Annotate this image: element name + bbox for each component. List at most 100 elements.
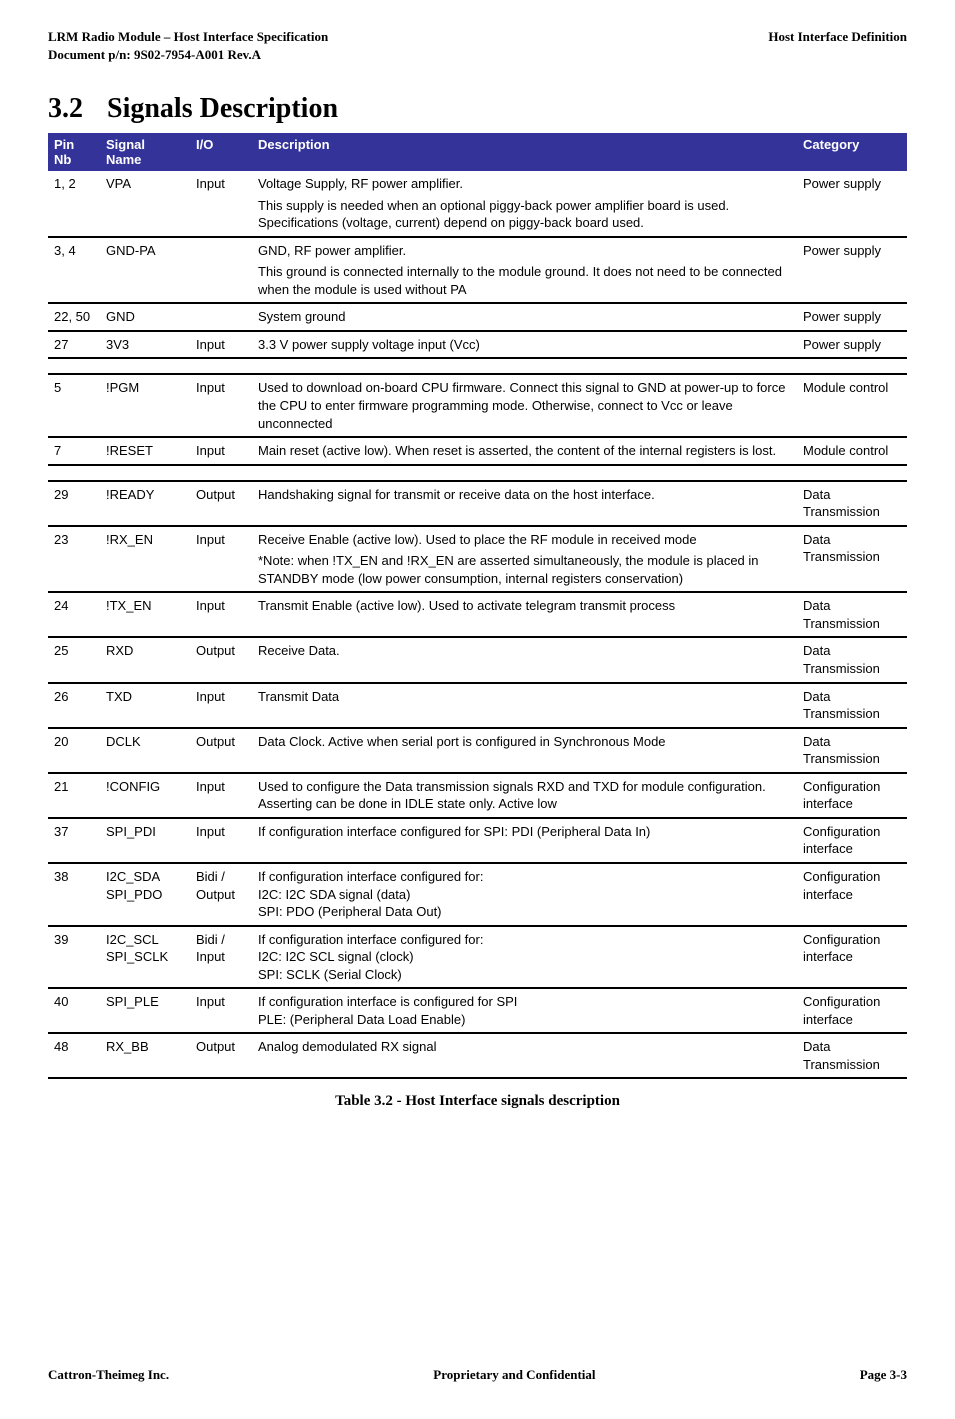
table-spacer-row (48, 465, 907, 481)
cell-name: GND-PA (100, 237, 190, 304)
footer-right: Page 3-3 (860, 1367, 907, 1383)
footer-left: Cattron-Theimeg Inc. (48, 1367, 169, 1383)
header-right: Host Interface Definition (768, 28, 907, 63)
cell-desc: Voltage Supply, RF power amplifier.This … (252, 171, 797, 237)
th-desc: Description (252, 133, 797, 171)
cell-io: Input (190, 773, 252, 818)
table-row: 38I2C_SDA SPI_PDOBidi / OutputIf configu… (48, 863, 907, 926)
cell-pin: 1, 2 (48, 171, 100, 237)
desc-paragraph: Voltage Supply, RF power amplifier. (258, 175, 791, 193)
desc-paragraph: Transmit Enable (active low). Used to ac… (258, 597, 791, 615)
cell-pin: 25 (48, 637, 100, 682)
desc-paragraph: Transmit Data (258, 688, 791, 706)
cell-cat: Data Transmission (797, 683, 907, 728)
cell-desc: If configuration interface configured fo… (252, 926, 797, 989)
cell-cat: Power supply (797, 331, 907, 359)
desc-paragraph: If configuration interface configured fo… (258, 931, 791, 984)
cell-name: SPI_PLE (100, 988, 190, 1033)
cell-io (190, 303, 252, 331)
cell-io: Bidi / Input (190, 926, 252, 989)
section-number: 3.2 (48, 93, 83, 125)
spacer-cell (48, 465, 907, 481)
desc-paragraph: Used to configure the Data transmission … (258, 778, 791, 813)
cell-io: Output (190, 1033, 252, 1078)
desc-paragraph: 3.3 V power supply voltage input (Vcc) (258, 336, 791, 354)
cell-io: Input (190, 683, 252, 728)
desc-paragraph: If configuration interface configured fo… (258, 823, 791, 841)
cell-pin: 38 (48, 863, 100, 926)
desc-paragraph: System ground (258, 308, 791, 326)
cell-pin: 23 (48, 526, 100, 593)
desc-paragraph: Main reset (active low). When reset is a… (258, 442, 791, 460)
desc-paragraph: Receive Enable (active low). Used to pla… (258, 531, 791, 549)
cell-io: Output (190, 728, 252, 773)
cell-cat: Data Transmission (797, 1033, 907, 1078)
cell-name: !READY (100, 481, 190, 526)
cell-cat: Module control (797, 437, 907, 465)
cell-cat: Data Transmission (797, 637, 907, 682)
th-name: Signal Name (100, 133, 190, 171)
cell-cat: Power supply (797, 237, 907, 304)
cell-name: !PGM (100, 374, 190, 437)
cell-desc: Analog demodulated RX signal (252, 1033, 797, 1078)
spacer-cell (48, 358, 907, 374)
cell-desc: GND, RF power amplifier.This ground is c… (252, 237, 797, 304)
table-caption: Table 3.2 - Host Interface signals descr… (48, 1093, 907, 1110)
cell-name: RX_BB (100, 1033, 190, 1078)
cell-name: RXD (100, 637, 190, 682)
cell-name: !TX_EN (100, 592, 190, 637)
cell-name: DCLK (100, 728, 190, 773)
cell-cat: Power supply (797, 303, 907, 331)
cell-name: !CONFIG (100, 773, 190, 818)
table-spacer-row (48, 358, 907, 374)
signals-table: Pin Nb Signal Name I/O Description Categ… (48, 133, 907, 1079)
table-row: 5!PGMInputUsed to download on-board CPU … (48, 374, 907, 437)
table-row: 21!CONFIGInputUsed to configure the Data… (48, 773, 907, 818)
cell-io: Input (190, 331, 252, 359)
table-row: 39I2C_SCL SPI_SCLKBidi / InputIf configu… (48, 926, 907, 989)
section-title: Signals Description (107, 93, 338, 124)
cell-pin: 48 (48, 1033, 100, 1078)
cell-pin: 40 (48, 988, 100, 1033)
desc-paragraph: Analog demodulated RX signal (258, 1038, 791, 1056)
th-io: I/O (190, 133, 252, 171)
cell-io: Input (190, 171, 252, 237)
cell-io: Bidi / Output (190, 863, 252, 926)
desc-paragraph: *Note: when !TX_EN and !RX_EN are assert… (258, 552, 791, 587)
desc-paragraph: This ground is connected internally to t… (258, 263, 791, 298)
cell-desc: Transmit Data (252, 683, 797, 728)
table-header-row: Pin Nb Signal Name I/O Description Categ… (48, 133, 907, 171)
cell-desc: 3.3 V power supply voltage input (Vcc) (252, 331, 797, 359)
cell-name: 3V3 (100, 331, 190, 359)
cell-desc: Receive Enable (active low). Used to pla… (252, 526, 797, 593)
table-row: 20DCLKOutputData Clock. Active when seri… (48, 728, 907, 773)
cell-desc: If configuration interface configured fo… (252, 863, 797, 926)
cell-io: Input (190, 437, 252, 465)
cell-cat: Configuration interface (797, 926, 907, 989)
cell-io: Input (190, 526, 252, 593)
cell-desc: Receive Data. (252, 637, 797, 682)
cell-name: SPI_PDI (100, 818, 190, 863)
cell-name: I2C_SDA SPI_PDO (100, 863, 190, 926)
cell-cat: Configuration interface (797, 988, 907, 1033)
th-pin: Pin Nb (48, 133, 100, 171)
cell-pin: 22, 50 (48, 303, 100, 331)
cell-pin: 21 (48, 773, 100, 818)
cell-cat: Power supply (797, 171, 907, 237)
cell-pin: 27 (48, 331, 100, 359)
cell-pin: 3, 4 (48, 237, 100, 304)
cell-io: Output (190, 481, 252, 526)
header-left: LRM Radio Module – Host Interface Specif… (48, 28, 328, 63)
cell-name: !RESET (100, 437, 190, 465)
cell-name: GND (100, 303, 190, 331)
desc-paragraph: Receive Data. (258, 642, 791, 660)
table-row: 23!RX_ENInput Receive Enable (active low)… (48, 526, 907, 593)
cell-name: !RX_EN (100, 526, 190, 593)
cell-cat: Data Transmission (797, 526, 907, 593)
cell-io: Input (190, 988, 252, 1033)
cell-name: VPA (100, 171, 190, 237)
desc-paragraph: Used to download on-board CPU firmware. … (258, 379, 791, 432)
cell-desc: Main reset (active low). When reset is a… (252, 437, 797, 465)
table-row: 26TXDInputTransmit DataData Transmission (48, 683, 907, 728)
cell-io: Input (190, 374, 252, 437)
